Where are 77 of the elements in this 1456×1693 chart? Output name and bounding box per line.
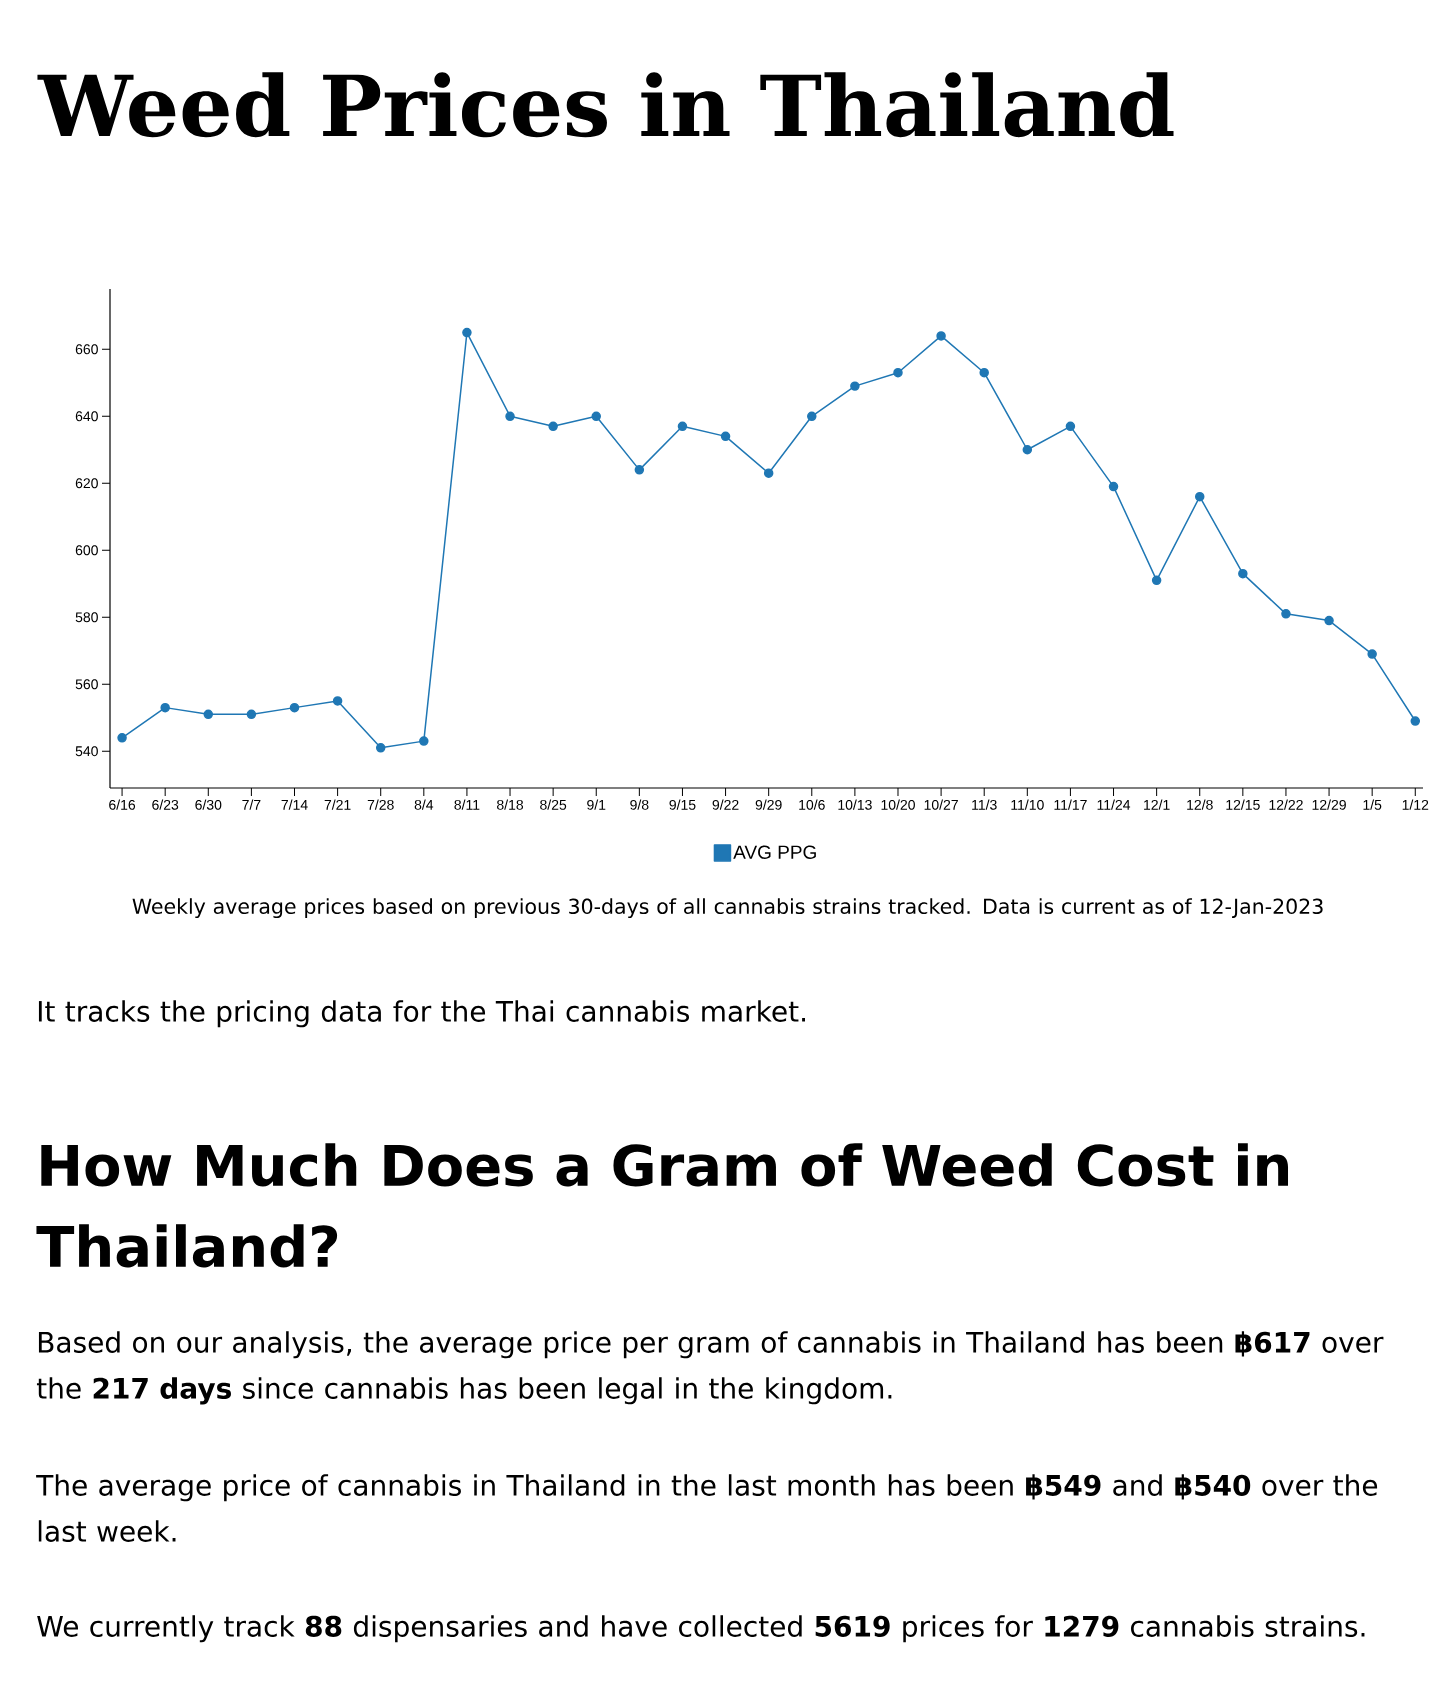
point	[850, 381, 860, 391]
x-tick-label: 12/22	[1269, 799, 1303, 810]
x-tick-label: 7/14	[281, 799, 308, 810]
point	[677, 421, 688, 432]
x-tick-label: 1/5	[1363, 799, 1382, 810]
point	[1194, 491, 1205, 502]
text: How Much Does a Gram of Weed Cost in Thailand?	[36, 1143, 1289, 1268]
x-tick-label: 1/12	[1402, 799, 1429, 810]
x-tick-label: 10/6	[799, 799, 825, 810]
point	[807, 411, 817, 422]
x-tick-label: 9/15	[669, 799, 696, 810]
point	[1022, 445, 1033, 455]
point	[893, 367, 903, 378]
x-tick-label: 9/8	[630, 799, 649, 810]
x-tick-label: 7/7	[242, 799, 261, 810]
y-tick-label: 640	[75, 411, 98, 422]
x-tick-label: 10/13	[838, 799, 872, 810]
x-tick-label: 9/29	[755, 799, 782, 810]
y-tick-label: 600	[75, 545, 98, 556]
text: The average price of cannabis in Thailand in the last month has been ฿549 and ฿540 over the last week.	[36, 1474, 1378, 1542]
point	[289, 702, 300, 713]
point	[979, 367, 989, 378]
legend-label: AVG PPG	[733, 845, 816, 859]
x-tick-label: 12/8	[1187, 799, 1213, 810]
x-tick-label: 8/25	[540, 799, 567, 810]
x-tick-label: 9/1	[587, 799, 606, 810]
x-tick-label: 6/23	[152, 799, 179, 810]
point	[1324, 615, 1334, 626]
point	[936, 331, 946, 341]
x-tick-label: 11/17	[1054, 799, 1087, 810]
text: We currently track 88 dispensaries and have collected 5619 prices for 1279 cannabis strains.	[37, 1615, 1365, 1643]
point	[634, 465, 645, 475]
x-tick-label: 6/30	[195, 799, 222, 810]
chart-title: Weed Prices in Thailand	[37, 72, 1174, 138]
x-tick-label: 8/11	[454, 799, 480, 810]
point	[1281, 609, 1291, 619]
x-tick-label: 11/3	[972, 799, 997, 810]
x-tick-label: 8/18	[497, 799, 524, 810]
text: It tracks the pricing data for the Thai cannabis market.	[38, 1000, 805, 1028]
y-tick-label: 660	[75, 344, 98, 355]
x-tick-label: 12/15	[1226, 799, 1260, 810]
point	[203, 709, 214, 720]
point	[246, 709, 257, 720]
point	[1238, 568, 1248, 579]
point	[591, 411, 601, 422]
x-tick-label: 7/21	[324, 799, 351, 810]
point	[763, 468, 774, 478]
text: Based on our analysis, the average price per gram of cannabis in Thailand has been ฿617 over the 217 days since cannabis has been legal in the kingdom.	[36, 1331, 1384, 1405]
point	[548, 421, 558, 432]
y-tick-label: 620	[75, 478, 98, 489]
point	[419, 736, 429, 746]
x-tick-label: 12/29	[1312, 799, 1346, 810]
point	[462, 327, 472, 338]
x-tick-label: 11/10	[1011, 799, 1044, 810]
x-tick-label: 11/24	[1097, 799, 1131, 810]
x-tick-label: 8/4	[414, 799, 434, 810]
point	[1367, 649, 1377, 659]
point	[332, 696, 343, 706]
y-tick-label: 580	[75, 612, 98, 623]
y-tick-label: 560	[75, 679, 98, 690]
point	[505, 411, 515, 422]
point	[1065, 421, 1076, 432]
x-tick-label: 10/27	[924, 799, 958, 810]
point	[1151, 575, 1162, 586]
x-tick-label: 9/22	[712, 799, 739, 810]
x-tick-label: 6/16	[109, 799, 136, 810]
point	[160, 702, 170, 713]
point	[117, 733, 127, 743]
text: Weekly average prices based on previous 30-days of all cannabis strains tracked. Data is current as of 12-Jan-2023	[132, 898, 1323, 919]
y-tick-label: 540	[75, 746, 98, 757]
point	[375, 743, 386, 753]
x-tick-label: 10/20	[881, 799, 915, 810]
x-tick-label: 7/28	[367, 799, 394, 810]
point	[1410, 716, 1421, 726]
x-tick-label: 12/1	[1144, 799, 1170, 810]
point	[720, 431, 731, 442]
point	[1108, 481, 1119, 492]
